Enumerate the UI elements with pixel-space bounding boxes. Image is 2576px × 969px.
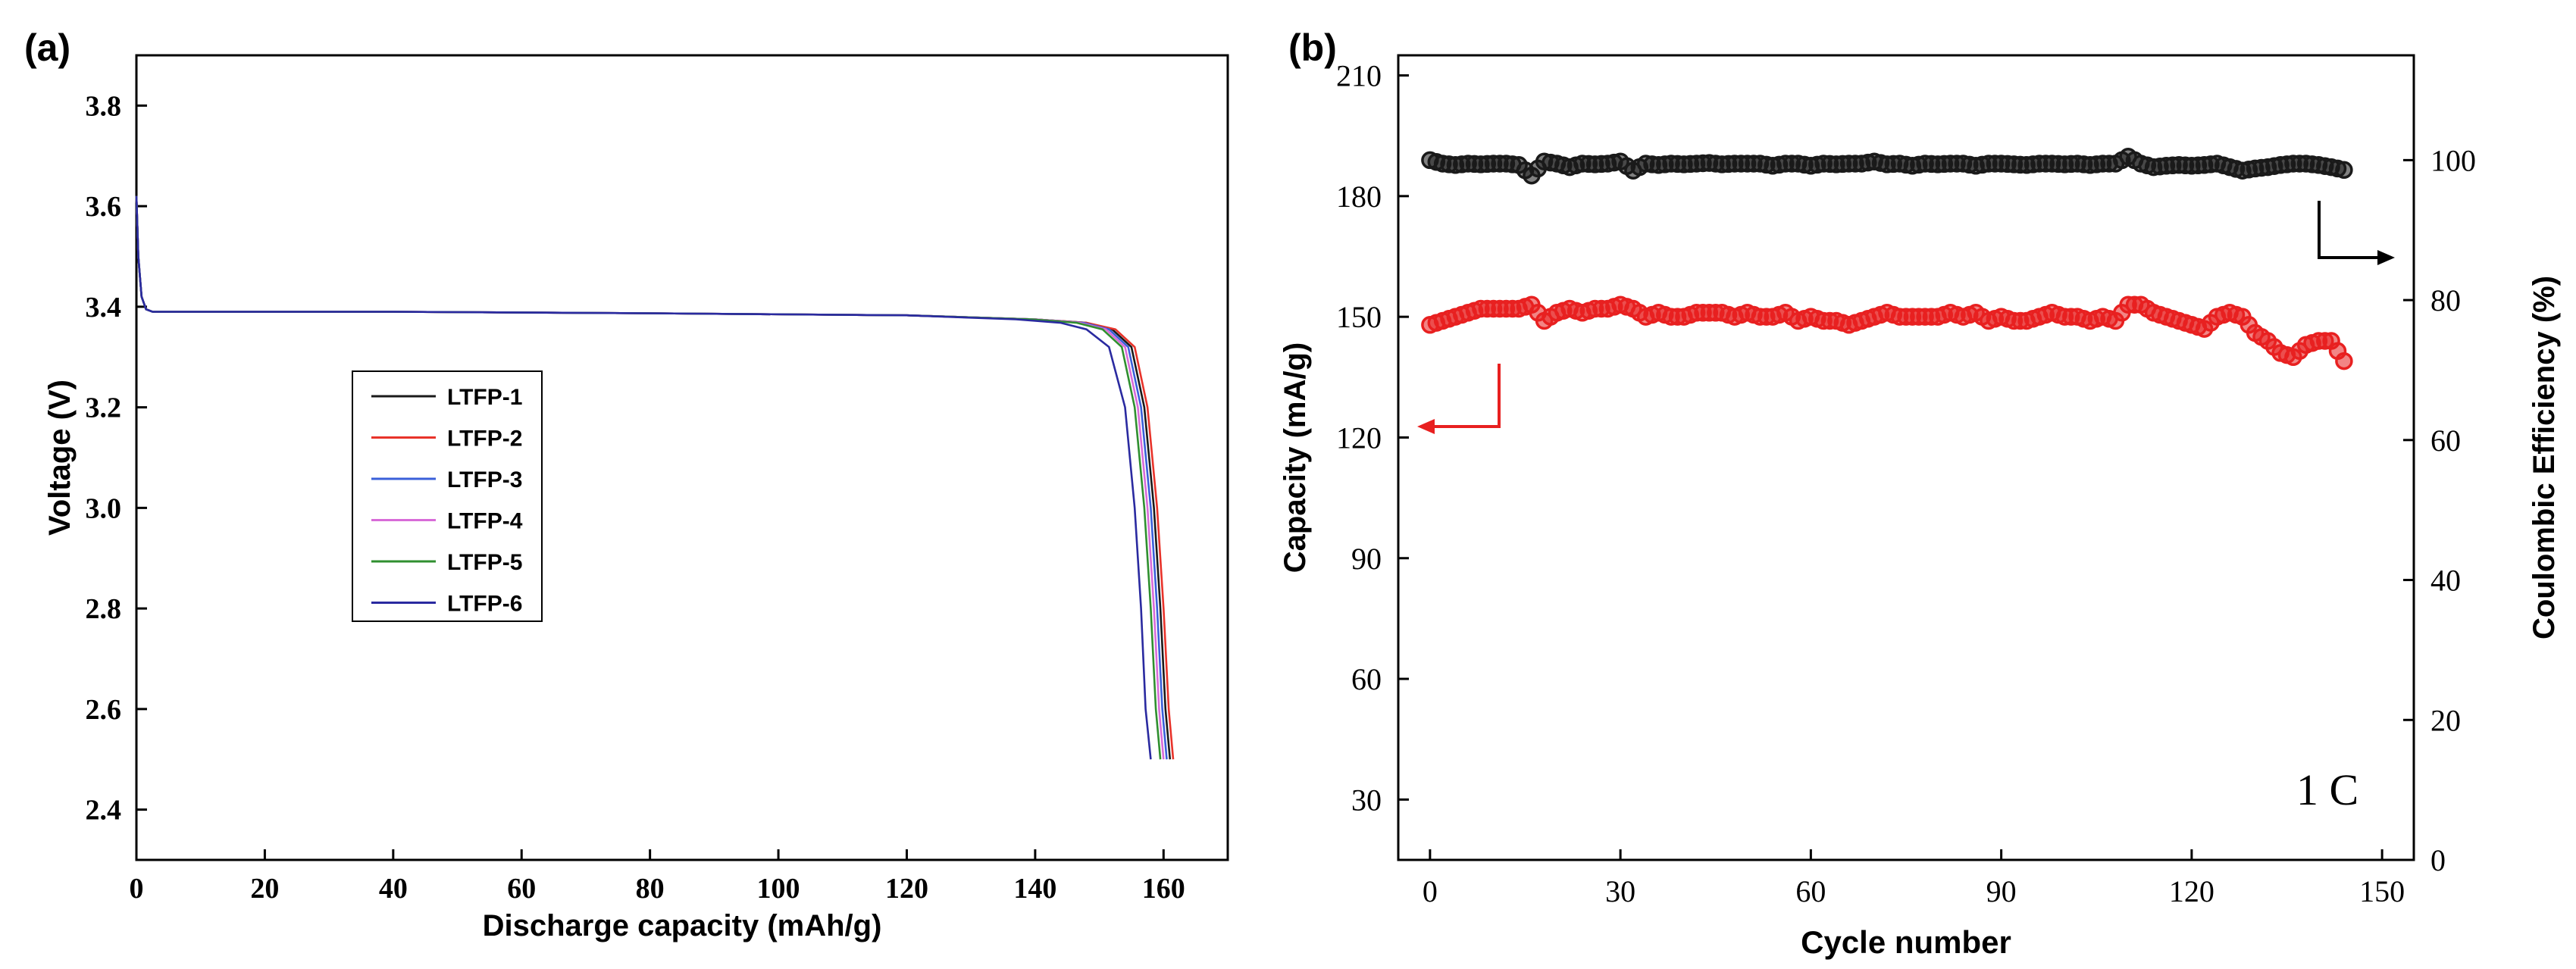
panel-a-legend-box: [352, 370, 543, 622]
legend-label-ltfp-3: LTFP-3: [447, 467, 522, 492]
legend-label-ltfp-6: LTFP-6: [447, 592, 522, 617]
x-tick-label: 120: [2169, 874, 2214, 908]
x-tick-label: 150: [2359, 874, 2405, 908]
panel-a-x-ticks: 0 20 40 60 80 100 120 140 160: [130, 849, 1185, 905]
x-tick-label: 120: [885, 873, 928, 905]
efficiency-markers: [1421, 147, 2353, 185]
y-tick-label: 3.2: [86, 392, 122, 424]
y-tick-label: 3.6: [86, 191, 122, 223]
panel-a-plot-frame: [135, 54, 1229, 861]
y-tick-label: 3.4: [86, 292, 122, 324]
y2-tick-label: 0: [2430, 843, 2446, 877]
efficiency-axis-arrow: [2318, 201, 2395, 265]
y-tick-label: 90: [1351, 542, 1382, 576]
capacity-axis-arrow: [1417, 364, 1501, 434]
y-tick-label: 60: [1351, 662, 1382, 696]
panel-a-legend-items: LTFP-1 LTFP-2 LTFP-3 LTFP-4 LTFP-5 LTFP-6: [371, 385, 523, 617]
y-tick-label: 180: [1336, 180, 1382, 214]
y-tick-label: 3.8: [86, 90, 122, 122]
x-tick-label: 140: [1013, 873, 1056, 905]
panel-a-y-axis-label: Voltage (V): [43, 380, 77, 536]
y-tick-label: 3.0: [86, 492, 122, 524]
panel-b-x-axis-label: Cycle number: [1801, 924, 2011, 960]
panel-a-series: [135, 195, 1175, 760]
x-tick-label: 30: [1605, 874, 1635, 908]
legend-label-ltfp-4: LTFP-4: [447, 509, 523, 534]
x-tick-label: 40: [379, 873, 408, 905]
panel-b-plot-frame: [1397, 54, 2415, 861]
y-tick-label: 30: [1351, 783, 1382, 817]
panel-b-series: [1421, 147, 2353, 370]
series-line-ltfp-4: [135, 195, 1165, 760]
efficiency-point: [2335, 161, 2353, 180]
series-line-ltfp-5: [135, 195, 1162, 760]
legend-label-ltfp-2: LTFP-2: [447, 427, 522, 452]
x-tick-label: 60: [1795, 874, 1826, 908]
capacity-markers: [1421, 295, 2353, 370]
x-tick-label: 0: [1423, 874, 1438, 908]
legend-label-ltfp-1: LTFP-1: [447, 385, 522, 410]
panel-b-right-y-axis-label: Coulombic Efficiency (%): [2527, 276, 2561, 639]
y-tick-label: 150: [1336, 300, 1382, 334]
y-tick-label: 2.4: [86, 795, 122, 827]
panel-a-label: (a): [24, 27, 70, 69]
panel-a: (a) 0 20 40 60 80 100 120 140 160 2.4 2.6 2.8 3.0 3.…: [24, 27, 1229, 942]
y2-tick-label: 40: [2430, 564, 2461, 598]
panel-b-right-y-ticks: 0 20 40 60 80 100: [2403, 143, 2476, 877]
x-tick-label: 80: [636, 873, 665, 905]
y-tick-label: 210: [1336, 59, 1382, 93]
series-line-ltfp-6: [135, 195, 1152, 760]
x-tick-label: 90: [1986, 874, 2017, 908]
x-tick-label: 0: [130, 873, 144, 905]
x-tick-label: 20: [250, 873, 279, 905]
y2-tick-label: 60: [2430, 424, 2461, 458]
panel-b: (b) 0 30 60 90 120 150 30 60 90 120 150 180 210 0 20…: [1279, 27, 2561, 960]
panel-a-legend: LTFP-1 LTFP-2 LTFP-3 LTFP-4 LTFP-5 LTFP-6: [352, 370, 543, 622]
series-line-ltfp-1: [135, 195, 1172, 760]
panel-b-y-axis-label: Capacity (mA/g): [1279, 342, 1312, 574]
legend-label-ltfp-5: LTFP-5: [447, 550, 522, 575]
x-tick-label: 100: [757, 873, 800, 905]
y-tick-label: 120: [1336, 420, 1382, 455]
series-line-ltfp-2: [135, 195, 1175, 760]
y2-tick-label: 20: [2430, 703, 2461, 737]
panel-b-left-y-ticks: 30 60 90 120 150 180 210: [1336, 59, 1409, 817]
panel-b-annotation-rate: 1 C: [2296, 765, 2358, 814]
panel-b-label: (b): [1288, 27, 1337, 69]
panel-a-y-ticks: 2.4 2.6 2.8 3.0 3.2 3.4 3.6 3.8: [86, 90, 147, 827]
y-tick-label: 2.6: [86, 694, 122, 726]
panel-a-x-axis-label: Discharge capacity (mAh/g): [483, 909, 882, 942]
x-tick-label: 60: [507, 873, 536, 905]
capacity-point: [2335, 352, 2353, 370]
y2-tick-label: 80: [2430, 283, 2461, 317]
x-tick-label: 160: [1142, 873, 1185, 905]
series-line-ltfp-3: [135, 195, 1168, 760]
y-tick-label: 2.8: [86, 593, 122, 625]
panel-b-x-ticks: 0 30 60 90 120 150: [1423, 849, 2405, 908]
y2-tick-label: 100: [2430, 143, 2476, 177]
